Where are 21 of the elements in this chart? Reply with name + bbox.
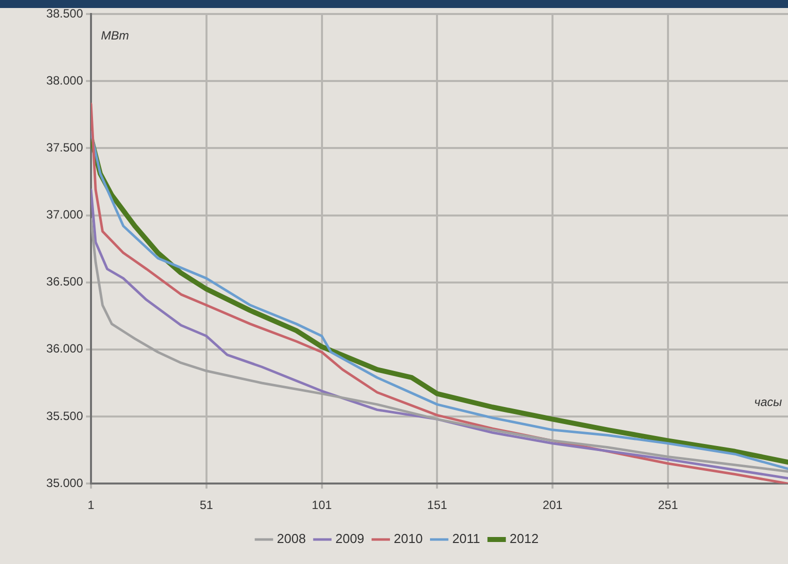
x-tick-label: 1 (88, 498, 95, 512)
legend-label: 2009 (335, 531, 364, 546)
x-tick-label: 201 (542, 498, 563, 512)
x-axis-title: часы (754, 394, 782, 409)
y-tick-label: 38.000 (46, 73, 84, 88)
x-tick-label: 51 (200, 498, 214, 512)
x-tick-label: 151 (427, 498, 448, 512)
x-tick-label: 101 (312, 498, 332, 512)
y-axis-title: МВт (101, 28, 129, 42)
legend-label: 2010 (394, 531, 423, 546)
y-tick-label: 37.500 (46, 140, 84, 154)
y-tick-label: 35.500 (46, 408, 84, 423)
y-tick-label: 36.000 (46, 342, 84, 356)
y-tick-label: 35.000 (46, 476, 84, 490)
x-tick-label: 251 (658, 498, 678, 512)
legend-label: 2012 (510, 531, 539, 546)
legend-label: 2011 (452, 531, 480, 546)
y-tick-label: 38.500 (46, 6, 84, 20)
legend-label: 2008 (276, 531, 306, 546)
y-tick-label: 36.500 (46, 274, 84, 289)
y-tick-label: 37.000 (46, 208, 84, 222)
